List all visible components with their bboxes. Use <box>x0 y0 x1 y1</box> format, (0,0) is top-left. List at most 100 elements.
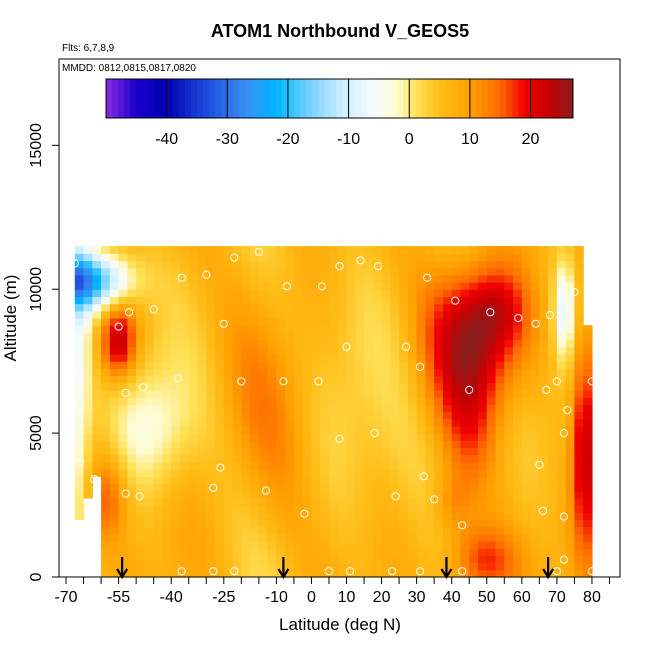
heatmap-cell <box>425 253 435 262</box>
heatmap-cell <box>574 418 584 427</box>
heatmap-cell <box>521 353 532 362</box>
heatmap-cell <box>442 353 453 362</box>
heatmap-cell <box>372 469 383 477</box>
heatmap-cell <box>206 260 216 269</box>
heatmap-cell <box>565 555 576 564</box>
heatmap-cell <box>206 555 216 564</box>
heatmap-cell <box>144 569 155 578</box>
heatmap-cell <box>179 512 190 521</box>
colorbar-segment <box>324 79 331 118</box>
heatmap-cell <box>346 332 356 341</box>
heatmap-cell <box>381 512 391 521</box>
heatmap-cell <box>109 404 120 413</box>
heatmap-cell <box>486 505 497 513</box>
observation-point <box>416 567 425 576</box>
heatmap-cell <box>407 454 418 463</box>
heatmap-cell <box>188 303 199 312</box>
heatmap-cell <box>390 505 400 513</box>
heatmap-cell <box>565 332 576 341</box>
heatmap-cell <box>258 397 269 405</box>
heatmap-cell <box>548 526 558 535</box>
heatmap-cell <box>250 361 260 369</box>
heatmap-cell <box>434 411 444 420</box>
heatmap-cell <box>258 526 269 535</box>
heatmap-cell <box>179 267 190 276</box>
heatmap-cell <box>171 260 181 269</box>
heatmap-cell <box>144 548 155 557</box>
heatmap-cell <box>74 310 85 319</box>
heatmap-cell <box>311 454 321 463</box>
heatmap-cell <box>399 469 409 477</box>
heatmap-cell <box>320 368 330 377</box>
heatmap-cell <box>513 346 523 355</box>
heatmap-cell <box>223 555 234 564</box>
heatmap-cell <box>144 267 155 276</box>
heatmap-cell <box>258 318 269 326</box>
heatmap-cell <box>478 382 488 391</box>
heatmap-cell <box>188 296 199 305</box>
heatmap-cell <box>495 533 505 542</box>
heatmap-cell <box>241 512 251 521</box>
heatmap-cell <box>355 318 365 326</box>
heatmap-cell <box>320 425 330 434</box>
heatmap-cell <box>188 562 199 571</box>
heatmap-cell <box>293 497 304 506</box>
heatmap-cell <box>109 253 120 262</box>
heatmap-cell <box>241 505 251 513</box>
heatmap-cell <box>337 519 348 528</box>
heatmap-cell <box>381 519 391 528</box>
heatmap-cell <box>223 433 234 441</box>
heatmap-cell <box>223 397 234 405</box>
heatmap-cell <box>144 310 155 319</box>
heatmap-cell <box>118 325 128 333</box>
heatmap-cell <box>197 497 207 506</box>
heatmap-cell <box>539 447 549 456</box>
heatmap-cell <box>250 339 260 348</box>
heatmap-cell <box>364 425 374 434</box>
heatmap-cell <box>250 253 260 262</box>
heatmap-cell <box>223 253 234 262</box>
heatmap-cell <box>162 569 172 578</box>
heatmap-cell <box>188 505 199 513</box>
heatmap-cell <box>311 274 321 283</box>
heatmap-cell <box>293 418 304 427</box>
heatmap-cell <box>197 346 207 355</box>
heatmap-cell <box>565 318 576 326</box>
heatmap-cell <box>469 469 479 477</box>
heatmap-cell <box>162 411 172 420</box>
heatmap-cell <box>425 562 435 571</box>
heatmap-cell <box>390 253 400 262</box>
heatmap-cell <box>434 310 444 319</box>
heatmap-cell <box>241 461 251 470</box>
heatmap-cell <box>556 490 567 499</box>
heatmap-cell <box>434 454 444 463</box>
heatmap-cell <box>390 440 400 449</box>
heatmap-cell <box>504 389 514 398</box>
heatmap-cell <box>574 497 584 506</box>
heatmap-cell <box>565 497 576 506</box>
heatmap-cell <box>83 483 93 492</box>
heatmap-cell <box>293 289 304 298</box>
heatmap-cell <box>548 497 558 506</box>
heatmap-cell <box>258 433 269 441</box>
heatmap-cell <box>425 569 435 578</box>
heatmap-cell <box>539 346 549 355</box>
heatmap-cell <box>556 389 567 398</box>
heatmap-cell <box>311 469 321 477</box>
heatmap-cell <box>276 318 286 326</box>
heatmap-cell <box>530 433 540 441</box>
heatmap-cell <box>486 404 497 413</box>
heatmap-cell <box>451 418 462 427</box>
heatmap-cell <box>293 375 304 384</box>
heatmap-cell <box>144 325 155 333</box>
heatmap-cell <box>521 425 532 434</box>
heatmap-cell <box>136 469 146 477</box>
heatmap-cell <box>293 469 304 477</box>
heatmap-cell <box>320 296 330 305</box>
heatmap-cell <box>162 447 172 456</box>
heatmap-cell <box>197 562 207 571</box>
heatmap-cell <box>127 555 137 564</box>
heatmap-cell <box>215 339 225 348</box>
heatmap-cell <box>521 512 532 521</box>
x-tick-label: -25 <box>212 589 235 606</box>
